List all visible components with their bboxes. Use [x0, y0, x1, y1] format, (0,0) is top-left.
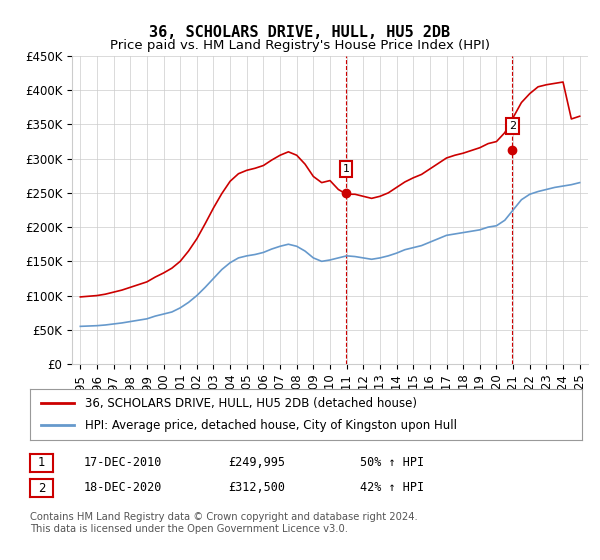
- Text: 36, SCHOLARS DRIVE, HULL, HU5 2DB (detached house): 36, SCHOLARS DRIVE, HULL, HU5 2DB (detac…: [85, 397, 417, 410]
- Text: 2: 2: [509, 121, 516, 131]
- Text: HPI: Average price, detached house, City of Kingston upon Hull: HPI: Average price, detached house, City…: [85, 419, 457, 432]
- Text: 36, SCHOLARS DRIVE, HULL, HU5 2DB: 36, SCHOLARS DRIVE, HULL, HU5 2DB: [149, 25, 451, 40]
- Text: £249,995: £249,995: [228, 455, 285, 469]
- Text: £312,500: £312,500: [228, 480, 285, 494]
- Text: Contains HM Land Registry data © Crown copyright and database right 2024.
This d: Contains HM Land Registry data © Crown c…: [30, 512, 418, 534]
- Text: 1: 1: [343, 164, 349, 174]
- Text: Price paid vs. HM Land Registry's House Price Index (HPI): Price paid vs. HM Land Registry's House …: [110, 39, 490, 52]
- Text: 50% ↑ HPI: 50% ↑ HPI: [360, 455, 424, 469]
- Text: 2: 2: [38, 482, 45, 494]
- Text: 1: 1: [38, 456, 45, 469]
- Text: 42% ↑ HPI: 42% ↑ HPI: [360, 480, 424, 494]
- Text: 18-DEC-2020: 18-DEC-2020: [84, 480, 163, 494]
- Text: 17-DEC-2010: 17-DEC-2010: [84, 455, 163, 469]
